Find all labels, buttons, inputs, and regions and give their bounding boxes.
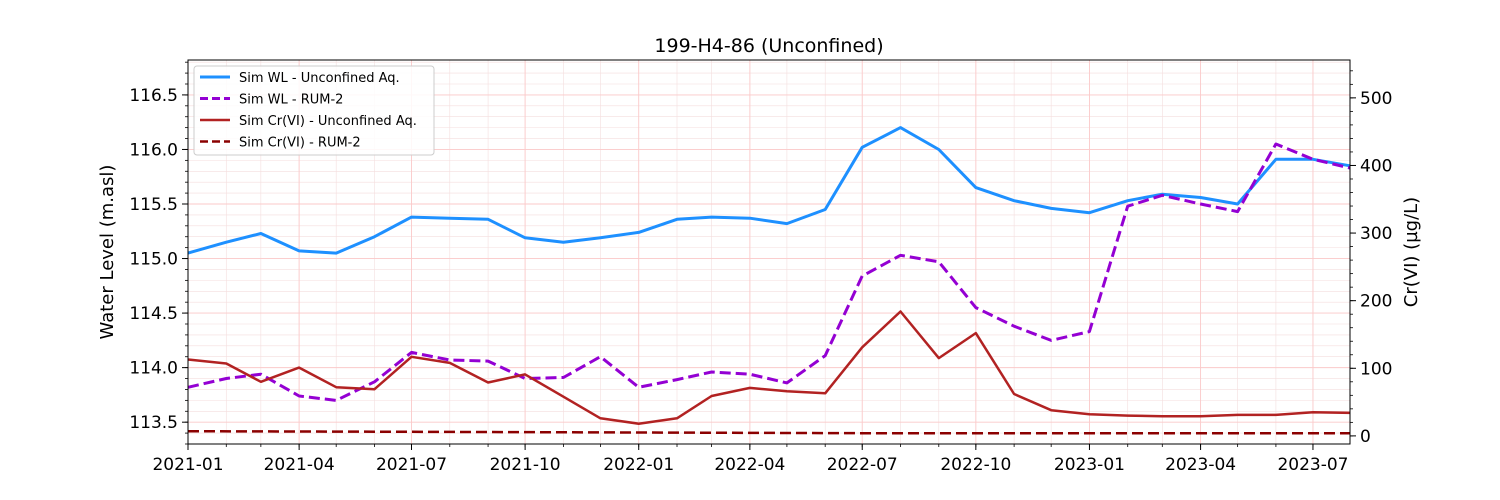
x-tick-label: 2023-01 <box>1054 455 1125 475</box>
series-line-3 <box>187 310 1351 425</box>
x-tick-label: 2021-04 <box>264 455 335 475</box>
y2-tick-label: 0 <box>1360 427 1371 447</box>
plot-frame <box>187 59 1351 445</box>
y-axis-label: Water Level (m.asl) <box>97 165 118 340</box>
legend-label: Sim WL - RUM-2 <box>239 93 343 108</box>
x-tick-label: 2022-10 <box>940 455 1011 475</box>
y-tick-label: 113.5 <box>129 413 178 433</box>
legend-label: Sim Cr(VI) - Unconfined Aq. <box>239 114 417 129</box>
x-tick-label: 2021-10 <box>490 455 561 475</box>
x-tick-label: 2022-07 <box>827 455 898 475</box>
y2-tick-label: 300 <box>1360 224 1392 244</box>
y-tick-label: 115.0 <box>129 250 178 270</box>
y2-tick-label: 400 <box>1360 156 1392 176</box>
x-tick-label: 2023-04 <box>1165 455 1236 475</box>
series-layer <box>187 126 1351 435</box>
legend-label: Sim Cr(VI) - RUM-2 <box>239 136 361 151</box>
x-tick-label: 2021-07 <box>376 455 447 475</box>
series-line-4 <box>187 429 1350 435</box>
y2-tick-label: 200 <box>1360 292 1392 312</box>
y-tick-label: 115.5 <box>129 195 178 215</box>
y2-axis-label: Cr(VI) (µg/L) <box>1401 197 1422 307</box>
y2-tick-label: 100 <box>1360 359 1392 379</box>
y-tick-label: 114.0 <box>129 359 178 379</box>
series-line-1 <box>187 126 1351 255</box>
legend: Sim WL - Unconfined Aq. Sim WL - RUM-2 Sim… <box>193 65 435 156</box>
x-tick-label: 2023-07 <box>1277 455 1348 475</box>
x-tick-label: 2021-01 <box>152 455 223 475</box>
x-tick-label: 2022-01 <box>603 455 674 475</box>
legend-box <box>193 65 435 156</box>
ticks: 2021-01 2021-04 2021-07 2021-10 2022-01 2022-… <box>129 61 1392 475</box>
legend-label: Sim WL - Unconfined Aq. <box>239 71 400 86</box>
grid <box>187 60 1350 445</box>
x-tick-label: 2022-04 <box>714 455 785 475</box>
series-line-2 <box>187 142 1351 402</box>
y-tick-label: 116.5 <box>129 86 178 106</box>
y-tick-label: 116.0 <box>129 140 178 160</box>
y-tick-label: 114.5 <box>129 304 178 324</box>
chart-title: 199-H4-86 (Unconfined) <box>654 35 883 57</box>
y2-tick-label: 500 <box>1360 89 1392 109</box>
